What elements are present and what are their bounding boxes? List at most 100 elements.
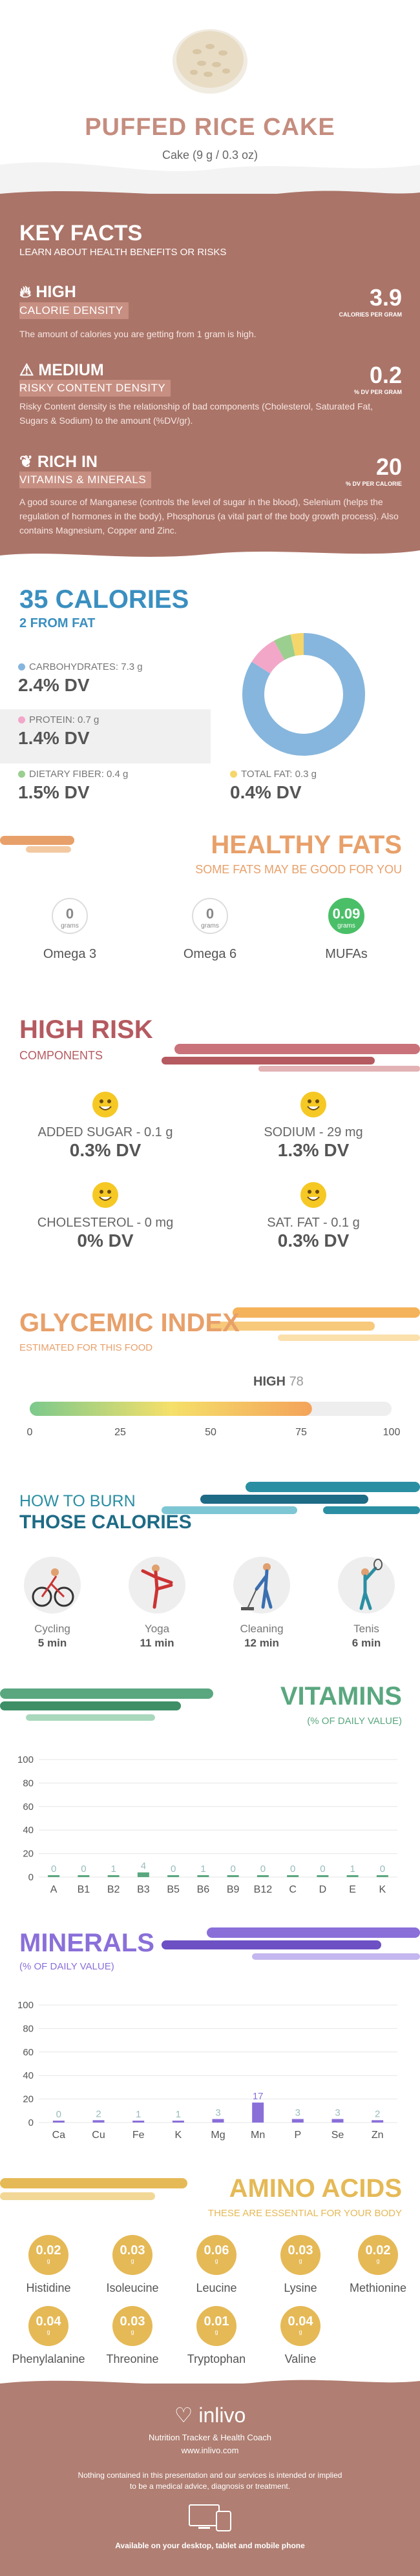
fact-name: RISKY CONTENT DENSITY [19,380,171,397]
risk-sodium: SODIUM - 29 mg 1.3% DV [239,1092,388,1161]
fact-unit: % DV PER CALORIE [345,481,402,487]
bar-value-label: 2 [375,2108,380,2119]
bar-k [172,2121,184,2123]
fact-value: 20 [375,453,402,480]
key-facts-title: KEY FACTS [19,221,143,245]
amino-item-phenylalanine: 0.04 g Phenylalanine [6,2306,90,2366]
y-tick-label: 60 [23,1802,34,1813]
minerals-subtitle: (% OF DAILY VALUE) [19,1961,114,1972]
cycling-icon [24,1557,81,1614]
healthy-fats-title: HEALTHY FATS [211,831,402,859]
key-facts-wave [0,191,420,204]
x-tick-label: Mg [211,2130,225,2141]
amino-title: AMINO ACIDS [229,2174,402,2203]
bar-value-label: 3 [215,2108,220,2119]
bar-value-label: 1 [350,1864,355,1875]
omega6-circle: 0 grams [192,898,228,934]
footer: ♡ inlivo Nutrition Tracker & Health Coac… [0,2380,420,2576]
y-tick-label: 20 [23,2094,34,2105]
donut-slice-protein [251,640,286,674]
bar-value-label: 0 [230,1864,235,1875]
bar-value-label: 3 [295,2108,300,2119]
bar-cu [92,2120,105,2123]
footer-wave [0,2380,420,2393]
bar-fe [132,2121,145,2123]
bar-b1 [78,1875,90,1877]
burn-stripes [162,1482,420,1514]
footer-available: Available on your desktop, tablet and mo… [115,2541,305,2550]
bar-value-label: 1 [110,1864,116,1875]
bar-value-label: 2 [96,2108,101,2119]
amino-value-badge: 0.04 g [28,2306,68,2346]
vitamins-chart: 0 20 40 60 80 100 0 A 0 B1 1 B2 4 B3 0 B5 1 B6 0 B9 0 B12 0 C 0 D… [17,1754,397,1895]
macro-donut-chart [242,633,365,756]
high-risk-title: HIGH RISK [19,1015,153,1044]
bar-value-label: 0 [260,1864,266,1875]
fact-unit: CALORIES PER GRAM [339,311,402,318]
x-tick-label: B6 [197,1884,210,1895]
minerals-chart: 0 20 40 60 80 100 0 Ca 2 Cu 1 Fe 1 K 3 Mg 17 Mn 3 P 3 Se 2 Zn [17,2000,397,2141]
amino-item-histidine: 0.02 g Histidine [6,2235,90,2295]
amino-name: Lysine [284,2281,317,2294]
x-tick-label: B9 [227,1884,240,1895]
high-risk-subtitle: COMPONENTS [19,1049,103,1062]
bar-k [376,1875,388,1877]
x-tick-label: B1 [78,1884,90,1895]
bar-b12 [257,1875,269,1877]
key-facts-section: KEY FACTS LEARN ABOUT HEALTH BENEFITS OR… [0,191,420,546]
bar-se [331,2119,344,2123]
fact-level: ❦ RICH IN [19,453,98,471]
bar-value-label: 0 [51,1864,56,1875]
amino-value-badge: 0.06 g [196,2235,236,2275]
bar-value-label: 0 [380,1864,385,1875]
vitamins-stripes [0,1688,213,1721]
amino-stripes [0,2178,187,2200]
x-tick-label: Fe [132,2130,145,2141]
bar-value-label: 4 [141,1861,146,1872]
amino-value-badge: 0.01 g [196,2306,236,2346]
y-tick-label: 60 [23,2047,34,2058]
amino-item-valine: 0.04 g Valine [258,2306,342,2366]
amino-name: Isoleucine [106,2281,159,2294]
macro-dv: 2.4% DV [18,675,90,695]
bar-value-label: 0 [290,1864,295,1875]
amino-item-threonine: 0.03 g Threonine [90,2306,174,2366]
macro-dv: 0.4% DV [230,782,302,802]
y-tick-label: 100 [17,2000,34,2011]
x-tick-label: K [174,2130,182,2141]
calories-title: 35 CALORIES [19,585,189,614]
fact-value: 3.9 [369,284,402,311]
omega6-label: Omega 6 [183,947,237,961]
y-tick-label: 80 [23,1778,34,1789]
fat-dot [230,771,237,778]
warning-icon: ⚠︎ [19,361,34,379]
fact-name: VITAMINS & MINERALS [19,472,152,488]
vitamins-title: VITAMINS [280,1682,402,1710]
y-tick-label: 80 [23,2023,34,2034]
bar-d [317,1875,329,1877]
bar-c [287,1875,299,1877]
x-tick-label: Ca [52,2130,66,2141]
food-title: PUFFED RICE CAKE [85,114,335,141]
bar-b2 [107,1875,120,1877]
fact-name: CALORIE DENSITY [19,302,129,319]
amino-name: Methionine [349,2281,407,2294]
amino-item-lysine: 0.03 g Lysine [258,2235,342,2295]
protein-bg [0,709,211,763]
macro-dv: 1.5% DV [18,782,90,802]
x-tick-label: A [50,1884,58,1895]
heart-icon: ♡ [174,2404,193,2427]
amino-name: Valine [284,2353,317,2365]
amino-item-isoleucine: 0.03 g Isoleucine [90,2235,174,2295]
footer-url[interactable]: www.inlivo.com [181,2446,239,2455]
x-tick-label: B12 [254,1884,273,1895]
bar-value-label: 3 [335,2108,340,2119]
macro-protein: PROTEIN: 0.7 g 1.4% DV [18,714,100,748]
x-tick-label: E [349,1884,356,1895]
glycemic-title: GLYCEMIC INDEX [19,1309,240,1337]
amino-value-badge: 0.04 g [280,2306,320,2346]
amino-item-tryptophan: 0.01 g Tryptophan [174,2306,258,2366]
activity-yoga: Yoga 11 min [115,1557,199,1650]
glycemic-tick: 50 [205,1427,216,1438]
